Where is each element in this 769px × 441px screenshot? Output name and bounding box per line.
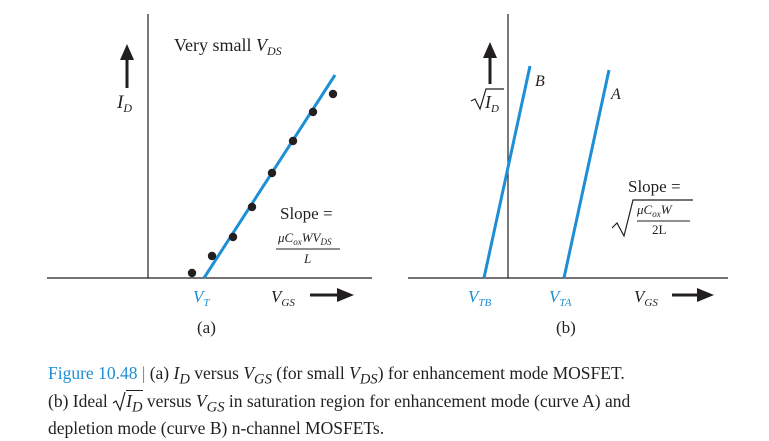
panel-b-caption-label: (b)	[556, 318, 576, 337]
sqrt-icon	[112, 391, 126, 412]
caption-text: ) for enhancement mode MOSFET.	[377, 363, 625, 383]
caption-sub: GS	[206, 399, 225, 415]
curve-a	[562, 69, 611, 279]
panel-a-slope-denominator: L	[303, 251, 311, 266]
panel-a-slope-label: Slope =	[280, 204, 333, 223]
panel-a-y-label: ID	[116, 92, 132, 115]
caption-var: V	[243, 363, 255, 383]
caption-sub: GS	[254, 371, 272, 388]
panel-b-slope-label: Slope =	[628, 177, 681, 196]
panel-a-annotation: Very small VDS	[174, 35, 282, 58]
svg-text:ID: ID	[484, 92, 499, 115]
panel-b-x-arrow-icon	[672, 288, 714, 302]
caption-var: V	[349, 363, 360, 383]
panel-b-y-label: ID	[470, 88, 504, 115]
panel-b-slope-radical	[611, 199, 693, 238]
caption-lead: Figure 10.48 |	[48, 363, 146, 383]
panel-a-y-arrow-icon	[120, 44, 134, 88]
caption-sub: DS	[359, 371, 378, 388]
caption-var: I	[126, 390, 132, 411]
caption-line-3: depletion mode (curve B) n-channel MOSFE…	[48, 418, 385, 438]
panel-b-xtick-vtb: VTB	[468, 287, 492, 309]
curve-b	[482, 65, 532, 279]
panel-b-y-arrow-icon	[483, 42, 497, 84]
panel-a-caption-label: (a)	[197, 318, 216, 337]
panel-a-xtick-vt: VT	[193, 287, 210, 309]
caption-text: (b) Ideal	[48, 390, 113, 411]
panel-a-data-point	[207, 251, 217, 261]
figure-caption: Figure 10.48 | (a) ID versus VGS (for sm…	[48, 363, 760, 439]
panel-a: ID Very small VDS Slope = μCoxWVDS L VT …	[47, 14, 372, 337]
panel-a-data-point	[187, 268, 197, 278]
panel-b-slope-denominator: 2L	[652, 222, 667, 237]
panel-a-data-point	[288, 136, 298, 146]
figure-graphics: ID Very small VDS Slope = μCoxWVDS L VT …	[47, 14, 728, 337]
panel-b-x-label: VGS	[634, 287, 658, 309]
panel-a-data-point	[328, 89, 338, 99]
panel-b-xtick-vta: VTA	[549, 287, 572, 309]
caption-sub: D	[179, 371, 190, 388]
panel-a-data-point	[247, 202, 257, 212]
caption-var: I	[173, 363, 180, 383]
panel-a-data-points	[187, 89, 338, 278]
panel-a-x-label: VGS	[271, 287, 295, 309]
caption-line-2: (b) Ideal ID versus VGS in saturation re…	[48, 389, 760, 419]
panel-a-data-point	[228, 232, 238, 242]
panel-a-x-arrow-icon	[310, 288, 354, 302]
caption-var: V	[195, 390, 207, 411]
caption-text: in saturation region for enhancement mod…	[224, 390, 631, 411]
panel-a-slope-numerator: μCoxWVDS	[277, 230, 332, 247]
curve-a-label: A	[610, 86, 621, 103]
caption-text: (a)	[145, 363, 174, 383]
caption-text: versus	[142, 390, 196, 411]
caption-text: (for small	[271, 363, 350, 383]
panel-a-line	[202, 74, 337, 279]
panel-a-data-point	[267, 168, 277, 178]
caption-sqrt: ID	[112, 389, 143, 419]
panel-b-slope-numerator: μCoxW	[636, 202, 673, 219]
caption-text: versus	[189, 363, 244, 383]
caption-line-1: Figure 10.48 | (a) ID versus VGS (for sm…	[48, 363, 760, 391]
caption-sub: D	[131, 399, 143, 415]
panel-b: ID B A Slope = μCoxW 2L VTB VTA VGS (b)	[408, 14, 728, 337]
curve-b-label: B	[535, 73, 545, 90]
panel-a-data-point	[308, 107, 318, 117]
